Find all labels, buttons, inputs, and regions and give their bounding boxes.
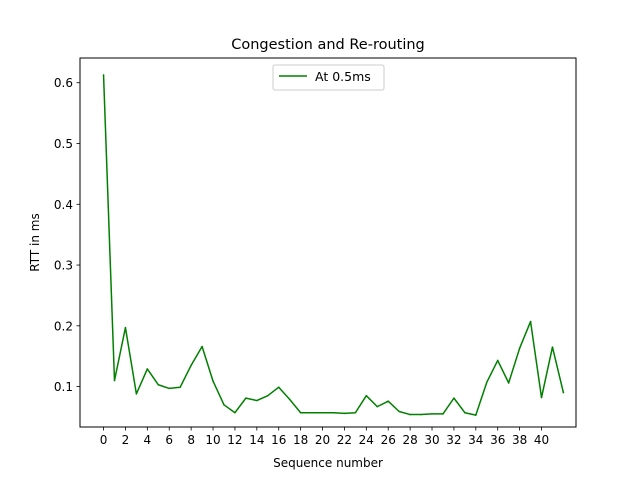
data-point: [157, 384, 160, 386]
data-point: [277, 386, 280, 388]
y-tick-label: 0.4: [54, 198, 73, 212]
data-point: [486, 381, 488, 384]
data-point: [475, 414, 477, 416]
x-tick-label: 0: [100, 433, 108, 447]
x-tick-label: 10: [205, 433, 220, 447]
y-tick-label: 0.6: [54, 76, 73, 90]
chart-title: Congestion and Re-routing: [231, 37, 425, 53]
data-point: [212, 380, 214, 382]
data-point: [102, 74, 105, 76]
x-axis-ticks: 0 2 4 6 8 10 12 14 16 18 20 22 24 26 28 30 32 34 36 38 40: [100, 427, 549, 447]
x-tick-label: 16: [271, 433, 286, 447]
data-point: [332, 411, 335, 414]
legend-box: [272, 64, 385, 91]
data-point: [376, 405, 379, 408]
data-point: [234, 411, 236, 414]
data-point: [256, 399, 258, 402]
data-point: [267, 394, 269, 397]
data-point: [442, 413, 444, 415]
data-point: [179, 386, 181, 388]
data-point: [321, 411, 324, 414]
plot-frame: [79, 57, 577, 428]
y-tick-label: 0.1: [54, 380, 73, 394]
data-point: [464, 411, 466, 414]
x-tick-label: 30: [424, 433, 439, 447]
data-point: [245, 397, 247, 399]
x-tick-label: 22: [337, 433, 352, 447]
x-axis-label: Sequence number: [273, 456, 383, 470]
x-tick-label: 36: [490, 433, 505, 447]
x-tick-label: 2: [122, 433, 130, 447]
data-point: [551, 346, 554, 348]
data-point: [562, 391, 565, 394]
data-point: [387, 400, 389, 402]
y-tick-label: 0.3: [54, 259, 73, 273]
x-tick-label: 6: [165, 433, 173, 447]
data-point: [135, 393, 138, 395]
data-point: [354, 411, 357, 414]
x-tick-label: 40: [534, 433, 549, 447]
data-point: [310, 411, 313, 414]
x-tick-label: 4: [144, 433, 152, 447]
data-point: [113, 379, 116, 382]
y-axis-ticks: 0.1 0.2 0.3 0.4 0.5 0.6: [54, 76, 80, 394]
data-point: [529, 320, 532, 323]
data-point: [496, 359, 499, 362]
x-tick-label: 18: [293, 433, 308, 447]
data-point: [420, 413, 422, 416]
x-tick-label: 26: [381, 433, 396, 447]
x-tick-label: 32: [446, 433, 461, 447]
x-tick-label: 8: [187, 433, 195, 447]
y-tick-label: 0.5: [54, 137, 73, 151]
x-tick-label: 38: [512, 433, 527, 447]
data-point: [168, 387, 170, 390]
data-point: [431, 413, 433, 415]
x-tick-label: 34: [468, 433, 483, 447]
x-tick-label: 12: [227, 433, 242, 447]
data-point: [507, 382, 510, 384]
data-point: [398, 410, 400, 413]
data-point: [201, 345, 203, 348]
data-point: [288, 398, 291, 401]
legend-entry-label: At 0.5ms: [315, 69, 371, 84]
data-point: [146, 368, 149, 370]
data-point: [540, 396, 543, 399]
legend: At 0.5ms: [272, 64, 385, 91]
x-tick-label: 20: [315, 433, 330, 447]
data-point: [299, 411, 302, 414]
x-tick-label: 14: [249, 433, 264, 447]
data-point: [409, 413, 411, 416]
data-point: [343, 412, 346, 415]
x-tick-label: 28: [402, 433, 417, 447]
data-point: [518, 347, 521, 350]
data-point: [190, 364, 192, 367]
data-point: [453, 397, 455, 399]
y-tick-label: 0.2: [54, 319, 73, 333]
data-point: [223, 404, 225, 406]
y-axis-label: RTT in ms: [28, 213, 42, 271]
x-tick-label: 24: [359, 433, 374, 447]
data-point: [124, 326, 127, 329]
data-point: [365, 394, 368, 397]
